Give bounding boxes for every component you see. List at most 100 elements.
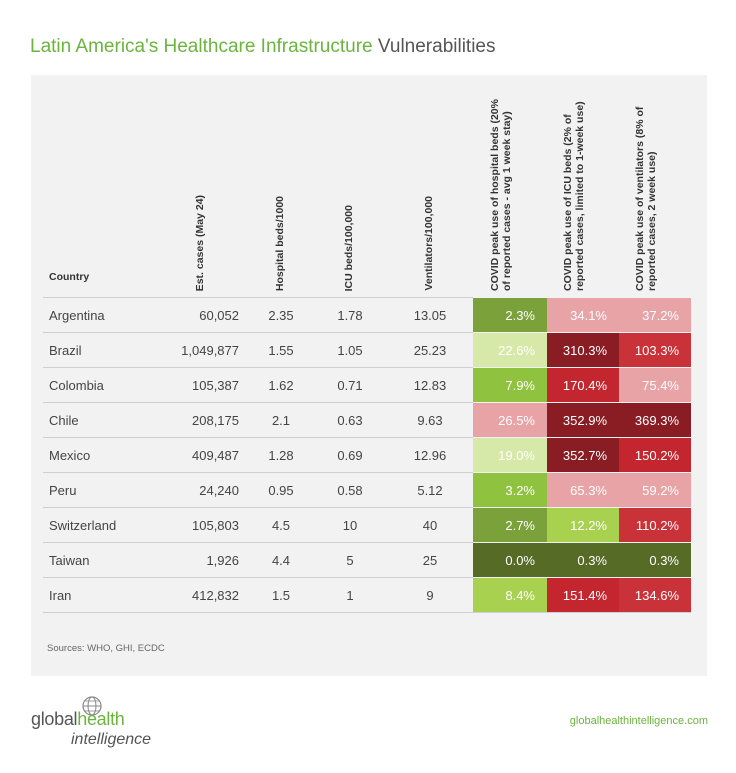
value-cell: 1	[313, 577, 387, 613]
heat-cell: 19.0%	[473, 437, 547, 473]
column-header-5: COVID peak use of hospital beds (20% of …	[473, 89, 547, 298]
value-cell: 0.71	[313, 367, 387, 403]
table-row: Switzerland 105,803 4.5 10 40 2.7% 12.2% 110.2%	[43, 507, 691, 543]
value-cell: 2.35	[249, 297, 313, 333]
heat-cell: 151.4%	[547, 577, 619, 613]
heat-cell: 37.2%	[619, 297, 691, 333]
table-row: Iran 412,832 1.5 1 9 8.4% 151.4% 134.6%	[43, 577, 691, 613]
country-cell: Chile	[43, 402, 153, 438]
cases-cell: 105,387	[153, 367, 249, 403]
cases-cell: 1,049,877	[153, 332, 249, 368]
heat-cell: 170.4%	[547, 367, 619, 403]
logo-subword: intelligence	[71, 731, 152, 748]
value-cell: 1.05	[313, 332, 387, 368]
heat-cell: 369.3%	[619, 402, 691, 438]
table-row: Mexico 409,487 1.28 0.69 12.96 19.0% 352.7% 150…	[43, 437, 691, 473]
heat-cell: 310.3%	[547, 332, 619, 368]
cases-cell: 208,175	[153, 402, 249, 438]
value-cell: 9	[387, 577, 473, 613]
value-cell: 5.12	[387, 472, 473, 508]
website-link[interactable]: globalhealthintelligence.com	[569, 715, 708, 727]
table-row: Peru 24,240 0.95 0.58 5.12 3.2% 65.3% 59.2%	[43, 472, 691, 508]
value-cell: 0.63	[313, 402, 387, 438]
heat-cell: 150.2%	[619, 437, 691, 473]
globe-icon	[82, 696, 102, 716]
sources-note: Sources: WHO, GHI, ECDC	[47, 643, 165, 654]
heat-cell: 103.3%	[619, 332, 691, 368]
heat-cell: 75.4%	[619, 367, 691, 403]
value-cell: 0.95	[249, 472, 313, 508]
heat-cell: 0.0%	[473, 542, 547, 578]
heat-cell: 7.9%	[473, 367, 547, 403]
header-row: Country Est. cases (May 24) Hospital beds/…	[43, 89, 691, 298]
heat-cell: 34.1%	[547, 297, 619, 333]
heat-cell: 22.6%	[473, 332, 547, 368]
table-row: Brazil 1,049,877 1.55 1.05 25.23 22.6% 310.3% 1…	[43, 332, 691, 368]
value-cell: 0.69	[313, 437, 387, 473]
country-cell: Peru	[43, 472, 153, 508]
title-dark: Vulnerabilities	[372, 36, 496, 57]
value-cell: 25	[387, 542, 473, 578]
column-header-label: COVID peak use of hospital beds (20% of …	[489, 99, 513, 291]
value-cell: 1.78	[313, 297, 387, 333]
value-cell: 9.63	[387, 402, 473, 438]
heat-cell: 26.5%	[473, 402, 547, 438]
cases-cell: 60,052	[153, 297, 249, 333]
heat-cell: 0.3%	[619, 542, 691, 578]
table-row: Argentina 60,052 2.35 1.78 13.05 2.3% 34.1% 37.…	[43, 297, 691, 333]
value-cell: 1.28	[249, 437, 313, 473]
value-cell: 1.55	[249, 332, 313, 368]
heat-cell: 3.2%	[473, 472, 547, 508]
table-row: Colombia 105,387 1.62 0.71 12.83 7.9% 170.4% 75…	[43, 367, 691, 403]
column-header-1: Est. cases (May 24)	[153, 89, 249, 298]
heat-cell: 2.3%	[473, 297, 547, 333]
column-header-7: COVID peak use of ventilators (8% of rep…	[619, 89, 691, 298]
country-cell: Mexico	[43, 437, 153, 473]
logo-wordmark: globalhealth	[31, 709, 125, 729]
country-cell: Taiwan	[43, 542, 153, 578]
heat-cell: 352.9%	[547, 402, 619, 438]
column-header-2: Hospital beds/1000	[249, 89, 313, 298]
cases-cell: 1,926	[153, 542, 249, 578]
heat-cell: 352.7%	[547, 437, 619, 473]
value-cell: 13.05	[387, 297, 473, 333]
value-cell: 4.4	[249, 542, 313, 578]
value-cell: 1.62	[249, 367, 313, 403]
value-cell: 5	[313, 542, 387, 578]
column-header-3: ICU beds/100,000	[313, 89, 387, 298]
value-cell: 25.23	[387, 332, 473, 368]
cases-cell: 105,803	[153, 507, 249, 543]
column-header-label: COVID peak use of ICU beds (2% of report…	[562, 101, 586, 291]
value-cell: 4.5	[249, 507, 313, 543]
value-cell: 12.83	[387, 367, 473, 403]
table-body: Argentina 60,052 2.35 1.78 13.05 2.3% 34.1% 37.…	[43, 297, 691, 613]
column-header-4: Ventilators/100,000	[387, 89, 473, 298]
country-cell: Argentina	[43, 297, 153, 333]
table-row: Chile 208,175 2.1 0.63 9.63 26.5% 352.9% 369.3%	[43, 402, 691, 438]
heat-cell: 8.4%	[473, 577, 547, 613]
value-cell: 10	[313, 507, 387, 543]
value-cell: 12.96	[387, 437, 473, 473]
country-cell: Switzerland	[43, 507, 153, 543]
value-cell: 0.58	[313, 472, 387, 508]
value-cell: 1.5	[249, 577, 313, 613]
heat-cell: 65.3%	[547, 472, 619, 508]
vulnerability-table: Country Est. cases (May 24) Hospital beds/…	[43, 89, 691, 613]
heat-cell: 2.7%	[473, 507, 547, 543]
page-title: Latin America's Healthcare Infrastructur…	[30, 36, 496, 58]
country-cell: Brazil	[43, 332, 153, 368]
heat-cell: 12.2%	[547, 507, 619, 543]
column-header-label: ICU beds/100,000	[343, 204, 355, 291]
value-cell: 40	[387, 507, 473, 543]
heat-cell: 110.2%	[619, 507, 691, 543]
table-card: Country Est. cases (May 24) Hospital beds/…	[31, 75, 707, 676]
column-header-6: COVID peak use of ICU beds (2% of report…	[547, 89, 619, 298]
title-green: Latin America's Healthcare Infrastructur…	[30, 36, 373, 57]
value-cell: 2.1	[249, 402, 313, 438]
cases-cell: 412,832	[153, 577, 249, 613]
logo: globalhealth intelligence	[31, 695, 171, 755]
heat-cell: 59.2%	[619, 472, 691, 508]
heat-cell: 134.6%	[619, 577, 691, 613]
cases-cell: 24,240	[153, 472, 249, 508]
cases-cell: 409,487	[153, 437, 249, 473]
